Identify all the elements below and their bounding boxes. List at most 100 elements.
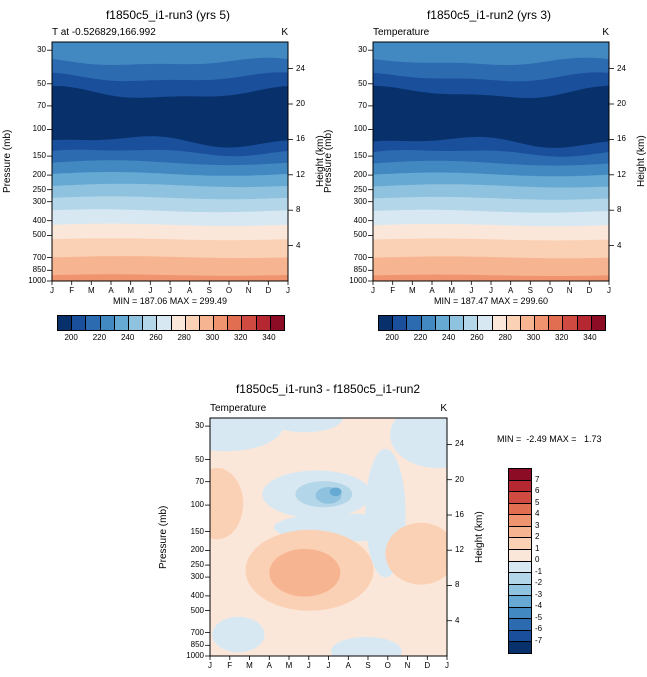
month-label: M [87,286,95,295]
month-label: O [225,286,233,295]
colorbar-cell [449,316,465,330]
month-label: M [448,286,455,295]
diff-patch [390,418,447,468]
colorbar-label: -5 [535,612,543,622]
panel-diff: 30 50 70 100 150 200 250 300 400 500 700 850 1000 24 2… [0,372,647,677]
colorbar-label: 240 [441,333,456,342]
colorbar-label: 240 [120,333,135,342]
month-label: J [50,286,54,295]
colorbar-cell [509,503,531,516]
plot-frame [372,41,610,282]
colorbar-cell [114,316,129,330]
colorbar-label: 5 [535,497,540,507]
pressure-tick-label: 250 [190,560,204,570]
pressure-tick-label: 250 [32,184,46,194]
minmax-stats-run3: MIN = 187.06 MAX = 299.49 [112,296,228,306]
month-label: J [445,661,449,670]
colorbar-cell [492,316,507,330]
height-tick-label: 12 [296,169,305,179]
colorbar-cell [421,316,436,330]
contour-plot-run2 [368,41,614,285]
pressure-tick-label: 700 [353,252,367,262]
month-label: F [227,661,233,670]
colorbar-cell [509,526,531,539]
colorbar-label: 2 [535,532,540,541]
pressure-axis-title: Pressure (mb) [2,129,13,194]
colorbar-cell [478,316,493,330]
colorbar-label: -2 [535,578,543,587]
pressure-tick-label: 30 [195,421,204,431]
colorbar-cell [549,316,564,330]
height-tick-label: 24 [296,63,305,73]
colorbar-label: 300 [205,333,220,342]
month-label: S [365,661,371,670]
colorbar-label: -7 [535,635,543,645]
contour-plot-run3 [47,41,293,285]
contour-plot-diff [205,417,452,660]
height-tick-label: 8 [617,205,622,215]
colorbar-cell [228,316,243,330]
colorbar-cell [464,316,479,330]
diff-patch [269,548,341,597]
colorbar-label: 220 [413,333,428,342]
pressure-tick-label: 100 [190,500,204,510]
pressure-tick-label: 400 [353,215,367,225]
height-tick-label: 24 [455,439,464,449]
pressure-tick-label: 200 [32,170,46,180]
month-label: O [384,661,391,670]
colorbar-cell [509,492,531,504]
month-label: A [186,286,193,295]
height-tick-label: 12 [455,545,464,555]
month-label: D [586,286,593,295]
month-label: J [168,286,172,295]
month-label: N [404,661,411,670]
pressure-tick-label: 150 [353,151,367,161]
colorbar-cell [509,607,531,620]
month-label: J [208,661,212,670]
month-label: J [371,286,375,295]
pressure-tick-label: 50 [358,78,367,88]
pressure-axis-title: Pressure (mb) [323,129,334,194]
height-tick-label: 4 [617,240,622,250]
colorbar-label: 260 [470,333,484,342]
month-label: J [489,286,493,295]
month-label: N [245,286,252,295]
pressure-tick-label: 1000 [28,276,46,285]
month-label: A [266,661,272,670]
subtitle-row-run2: Temperature K [373,27,609,38]
subtitle-row-run3: T at -0.526829,166.992 K [52,27,288,38]
pressure-tick-label: 70 [358,100,367,110]
pressure-tick-label: 200 [353,170,367,180]
pressure-tick-label: 100 [32,124,46,134]
month-label: S [206,286,212,295]
panel-title-diff: f1850c5_i1-run3 - f1850c5_i1-run2 [235,382,421,396]
field-label: Temperature [373,27,430,38]
month-label: D [265,286,272,295]
diff-patch [329,487,342,497]
pressure-tick-label: 70 [37,100,46,110]
height-tick-label: 20 [617,98,626,108]
pressure-tick-label: 300 [32,196,46,206]
month-label: A [108,286,114,295]
month-label: M [246,661,253,670]
panel-run3: 30 50 70 100 150 200 250 300 400 500 700 850 1000 24 2… [0,0,340,362]
month-label: D [424,661,431,670]
pressure-tick-label: 850 [32,265,46,275]
colorbar-label: 340 [262,333,276,342]
colorbar-label: 220 [92,333,107,342]
month-label: J [306,661,311,670]
colorbar-cell [506,316,521,330]
month-label: M [285,661,293,670]
colorbar-cell [58,316,73,330]
height-tick-label: 20 [455,474,464,484]
colorbar-cell [72,316,87,330]
colorbar-cell [509,584,531,597]
colorbar-label: 6 [535,486,540,495]
colorbar-cell [509,596,531,608]
plot-frame [209,417,448,657]
colorbar-cell [185,316,200,330]
height-tick-label: 8 [296,205,301,215]
colorbar-cell [256,316,271,330]
colorbar-cell [509,538,531,550]
colorbar-label: 4 [535,509,540,518]
